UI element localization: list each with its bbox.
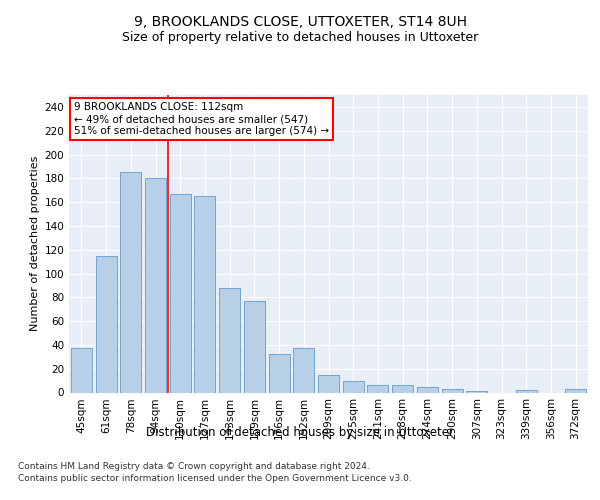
Bar bbox=[194, 196, 215, 392]
Bar bbox=[145, 178, 166, 392]
Bar bbox=[516, 390, 537, 392]
Bar bbox=[269, 354, 290, 393]
Text: Size of property relative to detached houses in Uttoxeter: Size of property relative to detached ho… bbox=[122, 31, 478, 44]
Bar bbox=[442, 389, 463, 392]
Bar bbox=[343, 380, 364, 392]
Bar bbox=[565, 389, 586, 392]
Text: Distribution of detached houses by size in Uttoxeter: Distribution of detached houses by size … bbox=[146, 426, 454, 439]
Text: 9 BROOKLANDS CLOSE: 112sqm
← 49% of detached houses are smaller (547)
51% of sem: 9 BROOKLANDS CLOSE: 112sqm ← 49% of deta… bbox=[74, 102, 329, 136]
Text: 9, BROOKLANDS CLOSE, UTTOXETER, ST14 8UH: 9, BROOKLANDS CLOSE, UTTOXETER, ST14 8UH bbox=[133, 16, 467, 30]
Bar bbox=[293, 348, 314, 393]
Y-axis label: Number of detached properties: Number of detached properties bbox=[30, 156, 40, 332]
Bar bbox=[392, 386, 413, 392]
Bar bbox=[318, 374, 339, 392]
Bar bbox=[95, 256, 116, 392]
Bar bbox=[367, 386, 388, 392]
Bar bbox=[417, 386, 438, 392]
Bar bbox=[244, 301, 265, 392]
Bar bbox=[71, 348, 92, 393]
Bar bbox=[170, 194, 191, 392]
Bar bbox=[219, 288, 240, 393]
Bar bbox=[120, 172, 141, 392]
Text: Contains HM Land Registry data © Crown copyright and database right 2024.
Contai: Contains HM Land Registry data © Crown c… bbox=[18, 462, 412, 483]
